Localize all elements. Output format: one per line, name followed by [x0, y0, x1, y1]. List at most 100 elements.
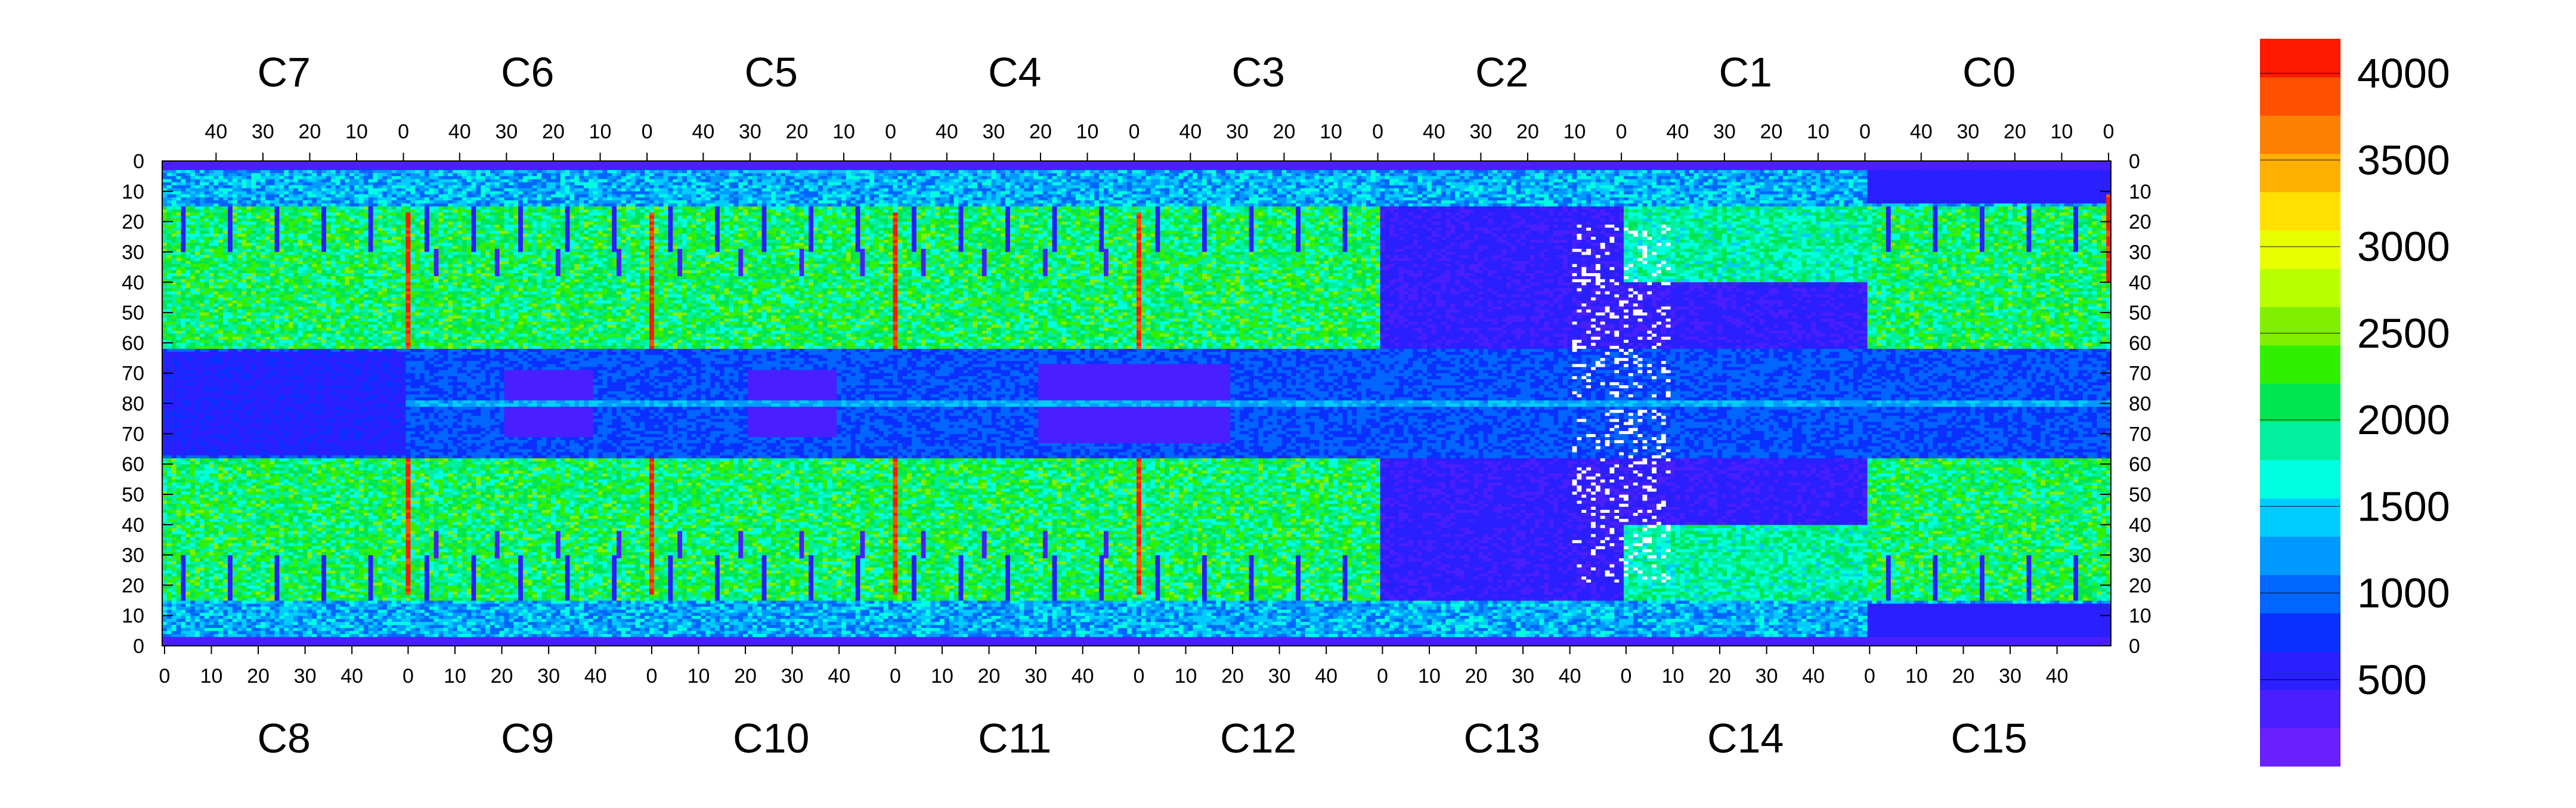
heatmap-cell: [167, 173, 172, 177]
heatmap-cell: [1961, 164, 1966, 168]
heatmap-cell: [1755, 170, 1760, 174]
heatmap-cell: [1773, 164, 1778, 168]
heatmap-cell: [1924, 164, 1928, 168]
heatmap-cell: [743, 170, 748, 174]
heatmap-cell: [1881, 164, 1886, 168]
heatmap-cell: [177, 173, 181, 177]
heatmap-cell: [1263, 164, 1268, 168]
heatmap-cell: [467, 173, 472, 177]
heatmap-cell: [500, 173, 504, 177]
heatmap-cell: [1942, 167, 1947, 171]
heatmap-cell: [1609, 170, 1614, 174]
heatmap-cell: [2083, 167, 2088, 171]
heatmap-cell: [692, 164, 696, 168]
heatmap-cell: [1605, 170, 1610, 174]
heatmap-cell: [1417, 167, 1422, 171]
heatmap-cell: [828, 164, 832, 168]
heatmap-cell: [598, 164, 603, 168]
heatmap-cell: [382, 173, 387, 177]
heatmap-cell: [1169, 167, 1174, 171]
heatmap-cell: [856, 170, 860, 174]
heatmap-cell: [448, 173, 453, 177]
heatmap-cell: [1324, 164, 1329, 168]
heatmap-cell: [1066, 164, 1071, 168]
heatmap-cell: [804, 167, 809, 171]
heatmap-cell: [1764, 164, 1769, 168]
heatmap-cell: [1319, 164, 1324, 168]
heatmap-cell: [1577, 170, 1581, 174]
heatmap-cell: [1085, 173, 1090, 177]
heatmap-cell: [1474, 170, 1479, 174]
heatmap-cell: [1165, 170, 1169, 174]
heatmap-cell: [1165, 167, 1169, 171]
heatmap-cell: [2008, 167, 2012, 171]
heatmap-cell: [2017, 167, 2022, 171]
heatmap-cell: [982, 164, 987, 168]
heatmap-cell: [233, 170, 237, 174]
heatmap-cell: [1540, 170, 1544, 174]
heatmap-cell: [888, 167, 893, 171]
heatmap-cell: [1835, 170, 1840, 174]
heatmap-cell: [1713, 167, 1717, 171]
heatmap-cell: [1272, 167, 1277, 171]
heatmap-cell: [977, 170, 982, 174]
heatmap-cell: [1816, 170, 1820, 174]
heatmap-cell: [1619, 167, 1624, 171]
heatmap-cell: [593, 167, 598, 171]
heatmap-cell: [1202, 170, 1207, 174]
heatmap-cell: [2101, 170, 2106, 174]
heatmap-cell: [1699, 170, 1704, 174]
heatmap-cell: [851, 167, 856, 171]
heatmap-cell: [1179, 170, 1184, 174]
heatmap-cell: [1717, 170, 1722, 174]
heatmap-cell: [1212, 164, 1216, 168]
heatmap-cell: [1998, 170, 2003, 174]
heatmap-cell: [1839, 170, 1844, 174]
heatmap-cell: [1872, 164, 1877, 168]
heatmap-cell: [1760, 170, 1764, 174]
heatmap-cell: [996, 173, 1001, 177]
heatmap-cell: [1984, 170, 1989, 174]
heatmap-cell: [1633, 170, 1638, 174]
heatmap-cell: [973, 173, 977, 177]
heatmap-cell: [1061, 170, 1066, 174]
heatmap-cell: [509, 173, 513, 177]
heatmap-cell: [1001, 164, 1005, 168]
heatmap-cell: [1315, 167, 1320, 171]
heatmap-cell: [762, 170, 767, 174]
heatmap-cell: [917, 167, 921, 171]
heatmap-cell: [270, 167, 275, 171]
heatmap-cell: [1193, 164, 1197, 168]
heatmap-cell: [1877, 170, 1881, 174]
heatmap-cell: [457, 167, 462, 171]
heatmap-cell: [2055, 170, 2060, 174]
heatmap-cell: [1741, 164, 1745, 168]
heatmap-cell: [438, 170, 443, 174]
heatmap-cell: [1792, 164, 1797, 168]
heatmap-cell: [649, 164, 654, 168]
heatmap-cell: [1535, 170, 1540, 174]
heatmap-cell: [968, 167, 973, 171]
heatmap-cell: [1155, 173, 1160, 177]
heatmap-cell: [869, 170, 874, 174]
heatmap-cell: [481, 164, 485, 168]
heatmap-cell: [1033, 167, 1038, 171]
heatmap-cell: [593, 164, 598, 168]
heatmap-cell: [1769, 170, 1774, 174]
heatmap-cell: [710, 170, 715, 174]
heatmap-cell: [1919, 167, 1924, 171]
heatmap-cell: [1863, 167, 1868, 171]
heatmap-cell: [795, 164, 800, 168]
heatmap-cell: [1558, 170, 1563, 174]
heatmap-cell: [1366, 167, 1371, 171]
heatmap-cell: [1212, 170, 1216, 174]
heatmap-cell: [1263, 170, 1268, 174]
heatmap-cell: [429, 170, 434, 174]
heatmap-cell: [1563, 164, 1568, 168]
heatmap-cell: [1371, 167, 1376, 171]
heatmap-cell: [513, 173, 518, 177]
heatmap-cell: [2003, 164, 2008, 168]
heatmap-cell: [2027, 167, 2032, 171]
heatmap-cell: [1029, 167, 1033, 171]
heatmap-cell: [1886, 170, 1891, 174]
